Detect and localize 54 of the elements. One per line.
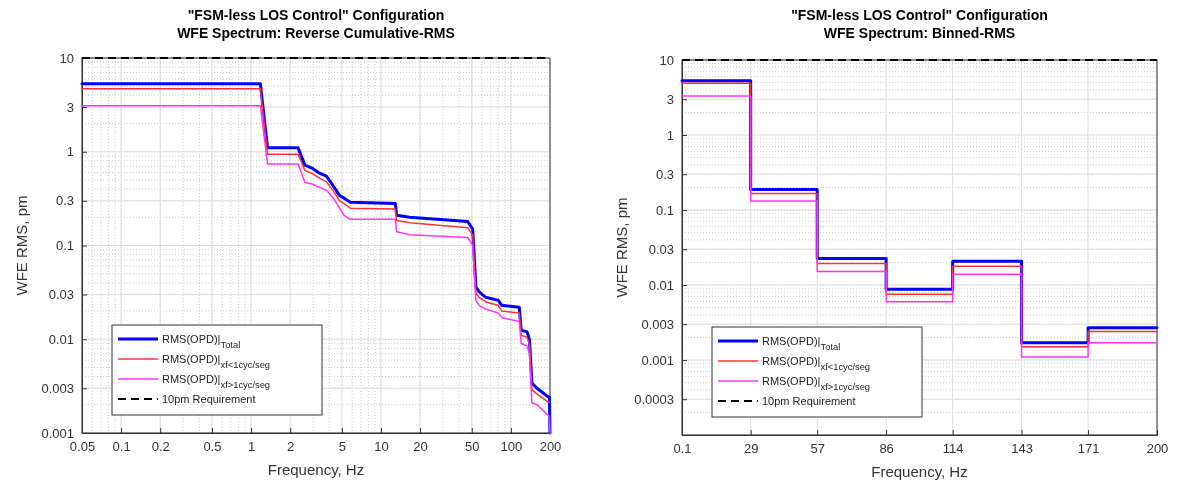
x-tick-label: 2 [287, 439, 295, 455]
y-tick-label: 0.0003 [634, 391, 674, 407]
y-tick-label: 0.003 [41, 380, 74, 396]
y-tick-label: 0.1 [55, 238, 74, 254]
y-tick-label: 1 [666, 127, 674, 143]
x-tick-label: 143 [1011, 441, 1033, 457]
chart-subtitle: WFE Spectrum: Binned-RMS [823, 25, 1016, 41]
x-tick-label: 114 [942, 441, 964, 457]
legend-label: RMS(OPD)|$_{Total}$ [762, 335, 841, 352]
x-tick-label: 0.5 [203, 439, 222, 455]
x-tick-label: 0.1 [112, 439, 131, 455]
x-tick-label: 1 [247, 439, 256, 455]
legend-label: RMS(OPD)|$_{xf<1cyc/seg}$ [162, 353, 271, 370]
legend-label: RMS(OPD)|$_{xf>1cyc/seg}$ [762, 375, 871, 392]
x-axis-title: Frequency, Hz [871, 463, 968, 480]
y-tick-label: 0.003 [641, 316, 674, 332]
x-tick-label: 0.05 [69, 439, 96, 455]
y-tick-label: 0.03 [48, 287, 74, 303]
y-tick-label: 0.03 [648, 241, 674, 257]
chart-title: "FSM-less LOS Control" Configuration [187, 7, 445, 23]
y-tick-label: 1 [66, 144, 74, 160]
x-axis-title: Frequency, Hz [267, 461, 365, 478]
x-tick-label: 0.2 [151, 439, 170, 455]
legend-label: 10pm Requirement [762, 395, 856, 407]
chart-subtitle: WFE Spectrum: Reverse Cumulative-RMS [177, 25, 455, 41]
y-axis-title: WFE RMS, pm [13, 195, 30, 296]
x-tick-label: 20 [413, 439, 428, 455]
x-tick-label: 100 [500, 439, 523, 455]
x-tick-label: 5 [338, 439, 346, 455]
y-tick-label: 3 [66, 99, 74, 115]
legend-label: RMS(OPD)|$_{Total}$ [162, 333, 241, 350]
chart-title: "FSM-less LOS Control" Configuration [791, 7, 1048, 23]
y-tick-label: 0.1 [655, 202, 674, 218]
x-tick-label: 200 [1146, 441, 1169, 457]
legend-label: RMS(OPD)|$_{xf<1cyc/seg}$ [762, 355, 871, 372]
y-tick-label: 0.01 [648, 277, 674, 293]
x-tick-label: 86 [879, 441, 894, 457]
y-tick-label: 0.001 [41, 425, 74, 441]
x-tick-label: 200 [539, 439, 562, 455]
y-tick-label: 0.01 [48, 331, 74, 347]
x-tick-label: 29 [743, 441, 759, 457]
y-tick-label: 3 [666, 91, 674, 107]
x-tick-label: 57 [810, 441, 825, 457]
x-tick-label: 171 [1077, 441, 1100, 457]
legend-label: 10pm Requirement [162, 393, 256, 405]
y-tick-label: 0.3 [55, 193, 74, 209]
y-axis-title: WFE RMS, pm [613, 197, 630, 298]
x-tick-label: 50 [465, 439, 480, 455]
y-tick-label: 0.001 [641, 352, 674, 368]
y-tick-label: 10 [659, 52, 674, 68]
y-tick-label: 10 [59, 50, 74, 66]
y-tick-label: 0.3 [655, 166, 674, 182]
legend-label: RMS(OPD)|$_{xf>1cyc/seg}$ [162, 373, 271, 390]
x-tick-label: 10 [374, 439, 389, 455]
